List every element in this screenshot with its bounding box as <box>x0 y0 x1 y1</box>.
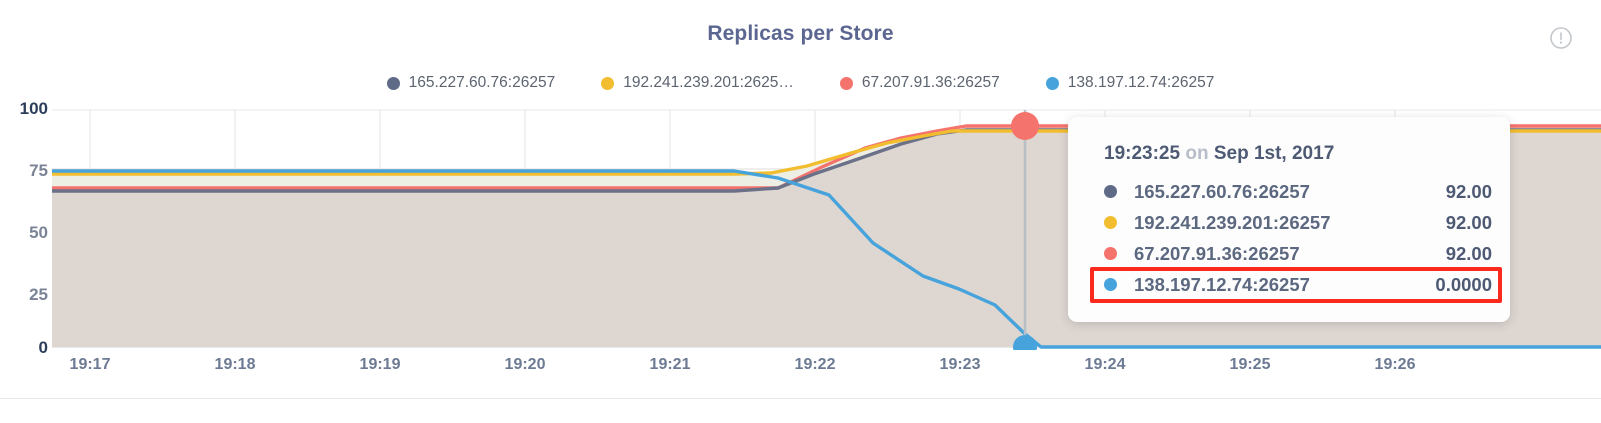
y-axis-tick: 0 <box>38 338 48 357</box>
legend-item-3[interactable]: 138.197.12.74:26257 <box>1045 74 1215 92</box>
legend-item-0[interactable]: 165.227.60.76:26257 <box>386 74 556 92</box>
y-axis-tick: 75 <box>29 161 48 180</box>
x-axis-tick: 19:23 <box>939 356 981 373</box>
tooltip-row-value: 0.0000 <box>1435 273 1492 295</box>
tooltip-row-value: 92.00 <box>1445 180 1492 202</box>
x-axis-tick: 19:22 <box>794 356 836 373</box>
tooltip-row-value: 92.00 <box>1445 211 1492 233</box>
legend-swatch-icon <box>839 76 853 90</box>
series-dot-icon <box>1104 185 1117 198</box>
chart-tooltip: 19:23:25 on Sep 1st, 2017 165.227.60.76:… <box>1068 117 1510 322</box>
tooltip-row: 67.207.91.36:26257 92.00 <box>1068 238 1510 269</box>
chart-legend: 165.227.60.76:26257 192.241.239.201:2625… <box>0 74 1601 92</box>
hover-marker-67-207-91-36 <box>1011 112 1039 140</box>
legend-item-label: 138.197.12.74:26257 <box>1067 74 1215 91</box>
legend-item-label: 192.241.239.201:2625… <box>623 74 794 91</box>
series-dot-icon <box>1104 247 1117 260</box>
tooltip-time: 19:23:25 <box>1104 143 1181 164</box>
x-axis-tick: 19:21 <box>649 356 691 373</box>
tooltip-row: 165.227.60.76:26257 92.00 <box>1068 176 1510 207</box>
tooltip-row-value: 92.00 <box>1445 242 1492 264</box>
x-axis-tick: 19:19 <box>359 356 401 373</box>
x-axis-tick: 19:26 <box>1374 356 1416 373</box>
y-axis-tick: 100 <box>19 99 48 118</box>
y-axis-tick: 50 <box>29 223 48 242</box>
legend-item-label: 165.227.60.76:26257 <box>408 74 556 91</box>
tooltip-date: Sep 1st, 2017 <box>1213 143 1335 164</box>
x-axis-tick: 19:25 <box>1229 356 1271 373</box>
tooltip-row-label: 138.197.12.74:26257 <box>1134 273 1310 295</box>
legend-swatch-icon <box>386 76 400 90</box>
hover-marker-138-197-12-74 <box>1013 335 1037 350</box>
x-axis-tick: 19:20 <box>504 356 546 373</box>
series-dot-icon <box>1104 216 1117 229</box>
legend-item-2[interactable]: 67.207.91.36:26257 <box>839 74 1000 92</box>
x-axis-tick: 19:17 <box>69 356 111 373</box>
tooltip-row-label: 192.241.239.201:26257 <box>1134 211 1331 233</box>
legend-item-label: 67.207.91.36:26257 <box>861 74 1000 91</box>
tooltip-row-highlighted: 138.197.12.74:26257 0.0000 <box>1068 267 1510 303</box>
y-axis-tick: 25 <box>29 285 48 304</box>
tooltip-on-word: on <box>1185 143 1209 164</box>
info-circle-icon[interactable] <box>1549 26 1573 50</box>
x-axis-tick: 19:24 <box>1084 356 1126 373</box>
x-axis: 19:17 19:18 19:19 19:20 19:21 19:22 19:2… <box>0 356 1601 382</box>
series-dot-icon <box>1104 278 1117 291</box>
tooltip-row-label: 67.207.91.36:26257 <box>1134 242 1300 264</box>
tooltip-row: 192.241.239.201:26257 92.00 <box>1068 207 1510 238</box>
panel-divider <box>0 398 1601 399</box>
page-title: Replicas per Store <box>707 22 894 45</box>
legend-item-1[interactable]: 192.241.239.201:2625… <box>601 74 794 92</box>
x-axis-tick: 19:18 <box>214 356 256 373</box>
y-axis: 100 75 50 25 0 <box>0 99 48 357</box>
tooltip-row-label: 165.227.60.76:26257 <box>1134 180 1310 202</box>
legend-swatch-icon <box>601 76 615 90</box>
legend-swatch-icon <box>1045 76 1059 90</box>
tooltip-header: 19:23:25 on Sep 1st, 2017 <box>1068 143 1510 165</box>
